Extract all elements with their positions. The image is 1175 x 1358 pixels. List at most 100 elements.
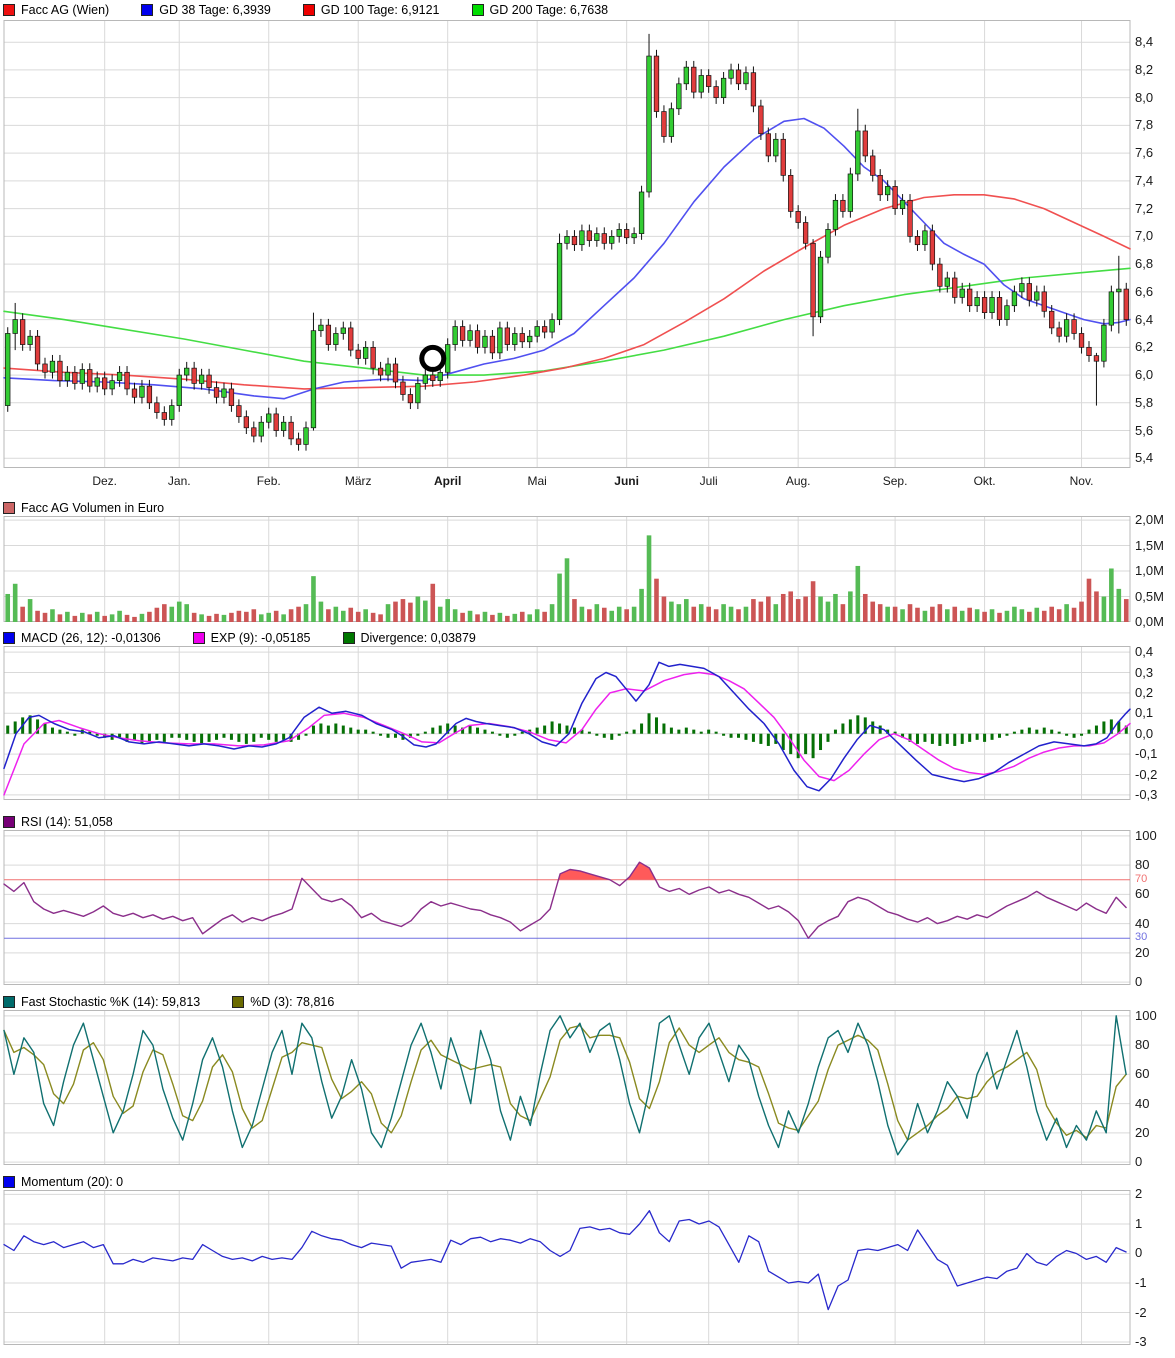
x-axis-month-label: Jan. [167, 474, 191, 488]
x-axis-month-label: Okt. [973, 474, 996, 488]
y-axis-tick-label: 1,5M [1135, 537, 1164, 553]
divergence-label: Divergence: 0,03879 [360, 631, 476, 645]
exp-label: EXP (9): -0,05185 [210, 631, 311, 645]
y-axis-tick-label: 40 [1135, 1095, 1150, 1111]
y-axis-tick-label: -0,2 [1135, 766, 1158, 782]
y-axis-tick-label: 20 [1135, 1124, 1150, 1140]
y-axis-tick-label: 6,6 [1135, 283, 1154, 299]
gd38-label: GD 38 Tage: 6,3939 [159, 3, 271, 17]
x-axis-month-label: Feb. [256, 474, 281, 488]
volume-plot[interactable] [0, 516, 1175, 622]
gd100-swatch-icon [302, 4, 315, 16]
y-axis-tick-label: 5,4 [1135, 450, 1154, 466]
y-axis-tick-label: 0,0M [1135, 614, 1164, 629]
y-axis-tick-label: 6,8 [1135, 256, 1154, 272]
y-axis-tick-label: 7,4 [1135, 172, 1154, 188]
rsi-label: RSI (14): 51,058 [21, 815, 113, 829]
y-axis-tick-label: 0,4 [1135, 644, 1154, 660]
legend-item-stoch-k: Fast Stochastic %K (14): 59,813 [3, 995, 200, 1009]
gd38-swatch-icon [141, 4, 154, 16]
rsi-threshold-label: 30 [1135, 931, 1148, 944]
stochastic-legend: Fast Stochastic %K (14): 59,813 %D (3): … [3, 994, 334, 1010]
y-axis-tick-label: 7,8 [1135, 117, 1154, 133]
stoch-d-swatch-icon [232, 996, 245, 1008]
legend-item-momentum: Momentum (20): 0 [3, 1175, 123, 1189]
y-axis-tick-label: -1 [1135, 1275, 1147, 1290]
volume-legend: Facc AG Volumen in Euro [3, 500, 164, 516]
y-axis-tick-label: 8,0 [1135, 89, 1154, 105]
y-axis-tick-label: 80 [1135, 857, 1150, 873]
legend-item-divergence: Divergence: 0,03879 [342, 631, 476, 645]
y-axis-tick-label: 0,0 [1135, 725, 1154, 741]
x-axis-month-label: Sep. [882, 474, 908, 488]
y-axis-tick-label: 80 [1135, 1037, 1150, 1053]
rsi-legend: RSI (14): 51,058 [3, 814, 113, 830]
legend-item-gd200: GD 200 Tage: 6,7638 [471, 3, 609, 17]
rsi-plot[interactable] [0, 830, 1175, 985]
y-axis-tick-label: 6,0 [1135, 367, 1154, 383]
y-axis-tick-label: 6,4 [1135, 311, 1154, 327]
x-axis-month-label: März [344, 474, 372, 488]
y-axis-tick-label: 20 [1135, 944, 1150, 960]
y-axis-tick-label: 100 [1135, 827, 1157, 843]
y-axis-tick-label: 0,1 [1135, 705, 1154, 721]
macd-label: MACD (26, 12): -0,01306 [21, 631, 161, 645]
momentum-label: Momentum (20): 0 [21, 1175, 124, 1189]
y-axis-tick-label: 0 [1135, 974, 1143, 990]
legend-item-volume: Facc AG Volumen in Euro [3, 501, 164, 515]
legend-item-rsi: RSI (14): 51,058 [3, 815, 113, 829]
gd200-swatch-icon [471, 4, 484, 16]
y-axis-tick-label: 2 [1135, 1186, 1143, 1202]
legend-item-gd38: GD 38 Tage: 6,3939 [141, 3, 271, 17]
macd-legend: MACD (26, 12): -0,01306 EXP (9): -0,0518… [3, 630, 476, 646]
y-axis-tick-label: -0,3 [1135, 786, 1158, 802]
volume-swatch-icon [3, 502, 15, 514]
stochastic-plot[interactable] [0, 1010, 1175, 1165]
y-axis-tick-label: 5,8 [1135, 394, 1154, 410]
x-axis-month-label: Aug. [785, 474, 811, 488]
legend-item-gd100: GD 100 Tage: 6,9121 [302, 3, 440, 17]
y-axis-tick-label: 1,0M [1135, 563, 1164, 579]
y-axis-tick-label: 8,2 [1135, 61, 1154, 77]
entry-point-circle-annotation [419, 344, 447, 372]
momentum-swatch-icon [3, 1176, 15, 1188]
price-legend: Facc AG (Wien) GD 38 Tage: 6,3939 GD 100… [3, 2, 608, 18]
candle-series-swatch-icon [3, 4, 15, 16]
gd200-label: GD 200 Tage: 6,7638 [489, 3, 609, 17]
y-axis-tick-label: 2,0M [1135, 512, 1164, 528]
x-axis-month-label: April [434, 474, 462, 488]
x-axis-month-label: Dez. [92, 474, 117, 488]
y-axis-tick-label: 8,4 [1135, 34, 1154, 50]
momentum-legend: Momentum (20): 0 [3, 1174, 123, 1190]
legend-item-stoch-d: %D (3): 78,816 [232, 995, 334, 1009]
y-axis-tick-label: 7,0 [1135, 228, 1154, 244]
y-axis-tick-label: 6,2 [1135, 339, 1154, 355]
legend-item-macd: MACD (26, 12): -0,01306 [3, 631, 161, 645]
y-axis-tick-label: -3 [1135, 1334, 1147, 1350]
y-axis-tick-label: 0,5M [1135, 588, 1164, 604]
legend-item-instrument: Facc AG (Wien) [3, 3, 109, 17]
legend-item-exp: EXP (9): -0,05185 [192, 631, 311, 645]
volume-label: Facc AG Volumen in Euro [21, 501, 165, 515]
y-axis-tick-label: 0 [1135, 1154, 1143, 1170]
y-axis-tick-label: -2 [1135, 1304, 1147, 1320]
y-axis-tick-label: 60 [1135, 1066, 1150, 1082]
rsi-threshold-label: 70 [1135, 872, 1148, 885]
divergence-swatch-icon [342, 632, 355, 644]
y-axis-tick-label: 7,6 [1135, 145, 1154, 161]
stoch-d-label: %D (3): 78,816 [250, 995, 335, 1009]
macd-plot[interactable] [0, 646, 1175, 800]
stoch-k-swatch-icon [3, 996, 15, 1008]
x-axis-month-label: Nov. [1069, 474, 1094, 488]
y-axis-tick-label: 0,3 [1135, 664, 1154, 680]
x-axis-month-label: Juni [614, 474, 639, 488]
y-axis-tick-label: 7,2 [1135, 200, 1154, 216]
x-axis-month-label: Juli [699, 474, 718, 488]
price-plot[interactable] [0, 20, 1175, 468]
momentum-plot[interactable] [0, 1190, 1175, 1345]
y-axis-tick-label: 40 [1135, 915, 1150, 931]
instrument-name: Facc AG (Wien) [21, 3, 110, 17]
rsi-swatch-icon [3, 816, 15, 828]
y-axis-tick-label: 100 [1135, 1007, 1157, 1023]
